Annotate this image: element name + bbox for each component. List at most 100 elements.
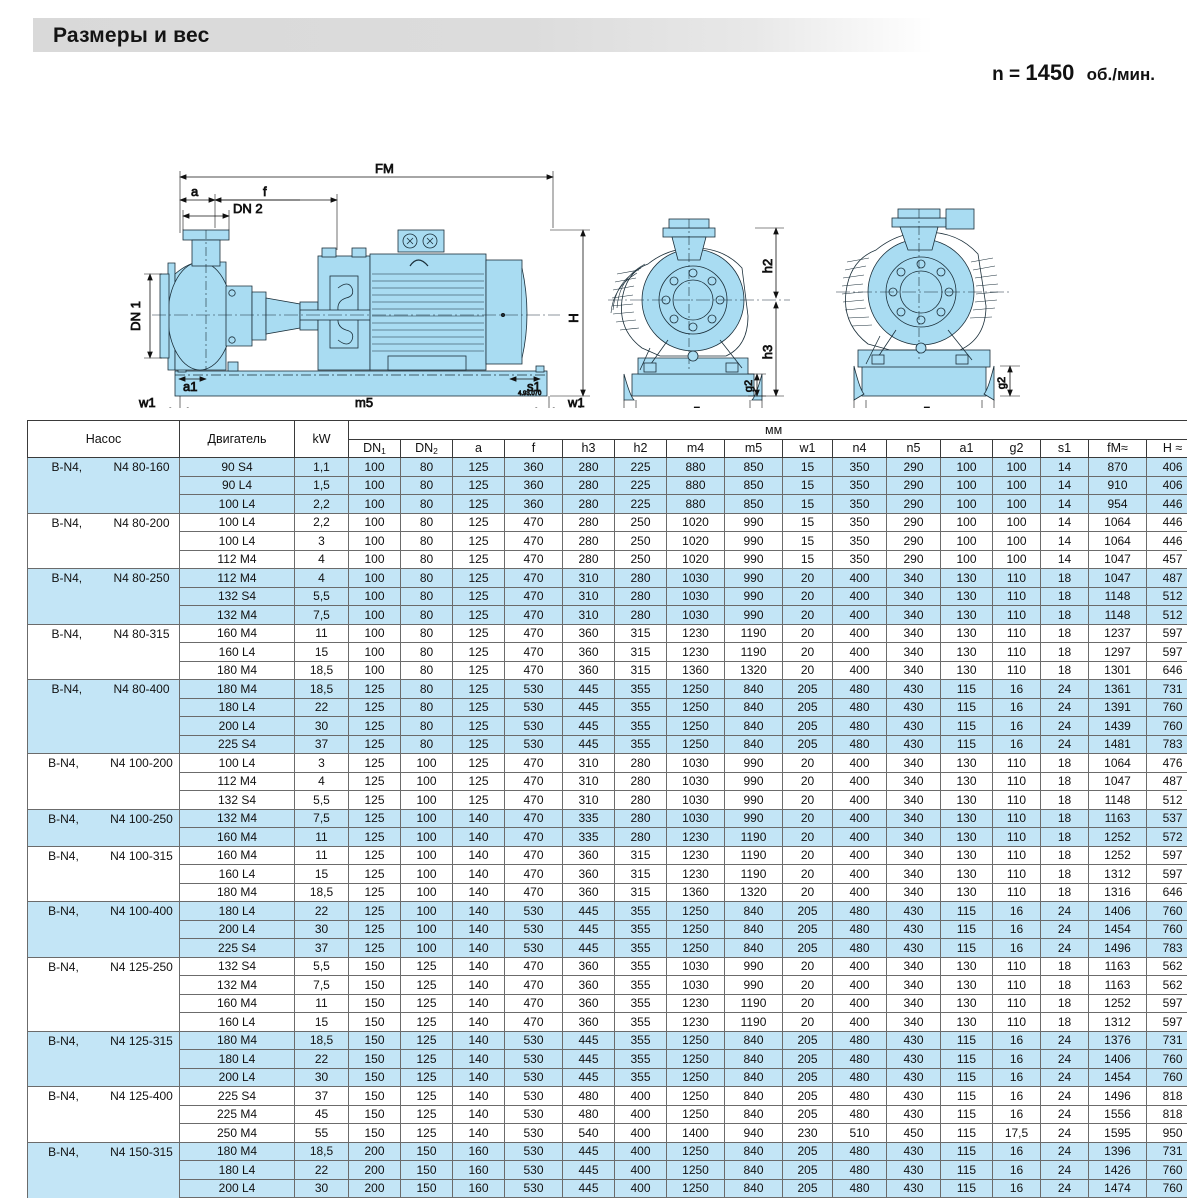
kw-cell: 30: [294, 1067, 349, 1087]
value-h2: 280: [614, 753, 667, 773]
value-a1: 130: [940, 882, 993, 902]
value-a: 140: [452, 1104, 505, 1124]
table-row: 112 M4 4 125 100 125 470 310 280 1030 990 20 400 340…: [28, 771, 1187, 791]
pump-series: B-N4,: [51, 460, 83, 474]
value-a: 125: [452, 457, 505, 477]
kw-cell: 1,5: [294, 475, 349, 495]
value-dn1: 150: [348, 993, 401, 1013]
value-w1: 205: [782, 1104, 833, 1124]
value-m4: 1360: [666, 882, 725, 902]
value-h: 512: [1145, 586, 1187, 606]
value-h2: 400: [614, 1104, 667, 1124]
kw-cell: 18,5: [294, 882, 349, 902]
value-s1: 24: [1040, 1178, 1089, 1198]
value-dn1: 150: [348, 1030, 401, 1050]
value-w1: 205: [782, 679, 833, 699]
pump-model: N4 125-315: [110, 1033, 173, 1048]
motor-cell: 180 M4: [179, 882, 295, 902]
value-h: 476: [1145, 753, 1187, 773]
label-fm: FM: [375, 161, 394, 176]
value-m5: 1190: [724, 845, 783, 865]
kw-cell: 18,5: [294, 660, 349, 680]
pump-model-cell: B-N4, N4 125-400: [27, 1086, 180, 1143]
value-s1: 14: [1040, 512, 1089, 532]
kw-cell: 37: [294, 938, 349, 958]
value-dn1: 150: [348, 1049, 401, 1069]
page-title: Размеры и вес: [53, 24, 210, 47]
cross-section-large: [836, 208, 1020, 408]
value-fm: 1312: [1088, 1012, 1147, 1032]
value-s1: 18: [1040, 882, 1089, 902]
value-h2: 400: [614, 1086, 667, 1106]
value-m4: 1030: [666, 753, 725, 773]
label-n5-right: n5: [916, 404, 930, 408]
pump-model-cell: B-N4, N4 100-315: [27, 845, 180, 902]
value-w1: 20: [782, 586, 833, 606]
value-h2: 355: [614, 993, 667, 1013]
value-g2: 110: [992, 808, 1041, 828]
value-n5: 430: [886, 1049, 941, 1069]
value-a: 125: [452, 586, 505, 606]
value-h3: 360: [562, 642, 615, 662]
value-g2: 110: [992, 864, 1041, 884]
value-n4: 350: [832, 475, 887, 495]
value-s1: 24: [1040, 1030, 1089, 1050]
value-m4: 1230: [666, 864, 725, 884]
value-f: 530: [504, 1067, 563, 1087]
value-a1: 100: [940, 457, 993, 477]
motor-cell: 160 M4: [179, 827, 295, 847]
value-dn2: 125: [400, 1086, 453, 1106]
pump-model-cell: B-N4, N4 100-250: [27, 808, 180, 847]
label-h2: h2: [760, 259, 775, 273]
value-m5: 840: [724, 919, 783, 939]
value-h2: 280: [614, 771, 667, 791]
value-h: 760: [1145, 1067, 1187, 1087]
value-m5: 1190: [724, 993, 783, 1013]
value-m4: 1250: [666, 1178, 725, 1198]
value-n5: 340: [886, 808, 941, 828]
motor-cell: 180 M4: [179, 679, 295, 699]
motor-cell: 180 L4: [179, 1049, 295, 1069]
value-h3: 360: [562, 975, 615, 995]
value-w1: 15: [782, 457, 833, 477]
motor-cell: 90 L4: [179, 475, 295, 495]
col-header-n5: n5: [886, 438, 941, 458]
value-f: 470: [504, 882, 563, 902]
value-w1: 205: [782, 734, 833, 754]
col-header-dn1: DN1: [348, 438, 401, 458]
value-n4: 480: [832, 1030, 887, 1050]
kw-cell: 7,5: [294, 975, 349, 995]
value-h3: 480: [562, 1104, 615, 1124]
value-a: 125: [452, 753, 505, 773]
value-n5: 430: [886, 734, 941, 754]
value-s1: 18: [1040, 864, 1089, 884]
value-m4: 1250: [666, 1030, 725, 1050]
value-f: 470: [504, 993, 563, 1013]
motor-cell: 100 L4: [179, 512, 295, 532]
pump-model: N4 100-315: [110, 848, 173, 863]
value-a1: 130: [940, 753, 993, 773]
motor-cell: 132 M4: [179, 605, 295, 625]
value-w1: 205: [782, 697, 833, 717]
col-header-m5: m5: [724, 438, 783, 458]
value-n4: 480: [832, 1067, 887, 1087]
value-a: 140: [452, 956, 505, 976]
value-h2: 400: [614, 1178, 667, 1198]
value-h: 597: [1145, 845, 1187, 865]
value-m4: 1030: [666, 790, 725, 810]
value-h3: 310: [562, 586, 615, 606]
value-a: 140: [452, 845, 505, 865]
value-h3: 310: [562, 568, 615, 588]
value-h2: 355: [614, 901, 667, 921]
value-dn1: 100: [348, 531, 401, 551]
value-w1: 20: [782, 864, 833, 884]
value-a1: 130: [940, 845, 993, 865]
value-s1: 24: [1040, 679, 1089, 699]
value-h: 818: [1145, 1086, 1187, 1106]
value-dn1: 150: [348, 1067, 401, 1087]
value-m5: 990: [724, 549, 783, 569]
value-h3: 360: [562, 1012, 615, 1032]
value-g2: 110: [992, 882, 1041, 902]
kw-cell: 18,5: [294, 679, 349, 699]
value-n4: 400: [832, 827, 887, 847]
